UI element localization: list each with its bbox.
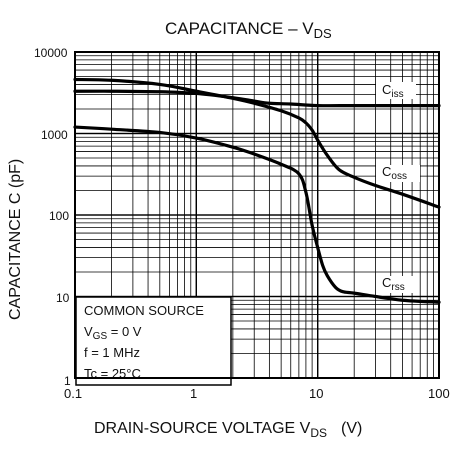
coss-label: Coss	[382, 164, 407, 182]
x-tick-labels: 0.1 1 10 100	[64, 386, 450, 401]
x-axis-label: DRAIN-SOURCE VOLTAGE VDS (V)	[94, 420, 362, 440]
crss-label: Crss	[382, 275, 405, 293]
x-tick-label: 0.1	[64, 386, 82, 401]
series-line-ciss	[73, 89, 441, 108]
x-tick-label: 1	[190, 386, 197, 401]
legend-common-source: COMMON SOURCE	[84, 303, 204, 318]
y-tick-label: 1	[64, 374, 71, 388]
x-tick-label: 10	[309, 386, 323, 401]
legend-box-frame	[75, 296, 232, 386]
series-line-coss	[73, 77, 441, 209]
y-axis-label: CAPACITANCE C (pF)	[7, 159, 24, 320]
chart-title: CAPACITANCE – VDS	[165, 19, 332, 41]
series-labels: Ciss Coss Crss	[376, 82, 420, 293]
legend-box: COMMON SOURCE VGS = 0 V f = 1 MHz Tc = 2…	[75, 296, 232, 386]
crss-label-bg	[376, 276, 416, 293]
y-tick-label: 100	[49, 209, 69, 223]
legend-frequency: f = 1 MHz	[84, 345, 140, 360]
y-tick-labels: 1 10 100 1000 10000	[34, 46, 71, 388]
coss-label-bg	[376, 165, 420, 182]
y-tick-label: 1000	[41, 128, 68, 142]
plot-frame	[74, 51, 440, 379]
ciss-label: Ciss	[382, 82, 404, 100]
x-tick-label: 100	[428, 386, 450, 401]
grid	[74, 51, 440, 379]
ciss-label-bg	[376, 82, 416, 99]
series-line-crss	[73, 125, 441, 304]
series-lines	[73, 77, 441, 304]
y-tick-label: 10000	[34, 46, 68, 60]
y-tick-label: 10	[56, 291, 70, 305]
legend-vgs: VGS = 0 V	[84, 324, 142, 342]
